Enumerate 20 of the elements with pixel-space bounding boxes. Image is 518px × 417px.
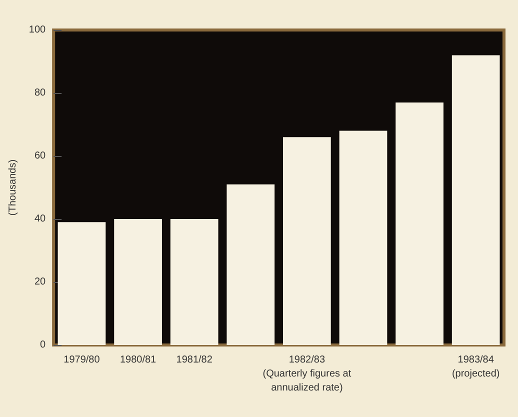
x-tick-label: 1980/81 bbox=[120, 354, 157, 366]
y-tick-label: 0 bbox=[40, 340, 46, 350]
bar bbox=[226, 184, 275, 345]
y-tick-label: 100 bbox=[28, 24, 46, 36]
bar bbox=[114, 219, 162, 345]
y-tick-label: 20 bbox=[34, 276, 46, 288]
bar bbox=[170, 219, 218, 345]
x-tick-label: 1983/84 (projected) bbox=[452, 354, 500, 380]
bar bbox=[396, 102, 444, 345]
y-axis-title: (Thousands) bbox=[8, 159, 18, 216]
x-tick-label: 1981/82 bbox=[176, 354, 213, 366]
bar bbox=[283, 137, 331, 345]
y-tick-label: 60 bbox=[34, 150, 46, 162]
x-tick-label: 1982/83 (Quarterly figures at annualized rate) bbox=[262, 354, 352, 394]
bar bbox=[339, 130, 388, 345]
y-tick-label: 80 bbox=[34, 88, 46, 98]
bar bbox=[452, 55, 500, 345]
x-tick-label: 1979/80 bbox=[64, 354, 100, 366]
bar bbox=[58, 222, 106, 345]
y-tick-label: 40 bbox=[34, 214, 46, 224]
